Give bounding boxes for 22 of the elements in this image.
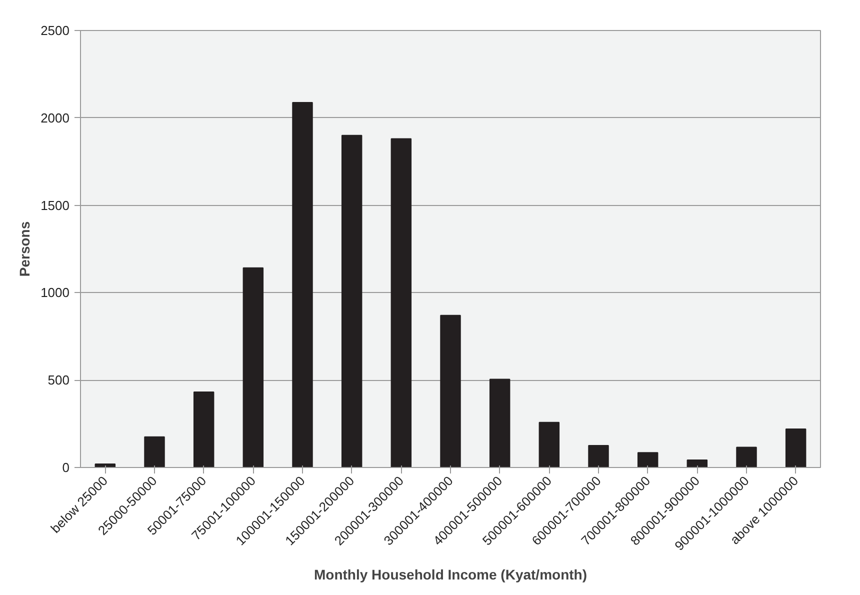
y-tick-label: 1500	[40, 198, 70, 213]
bar	[538, 422, 560, 468]
bar	[785, 428, 806, 468]
bar	[588, 444, 609, 468]
y-axis-title: Persons	[16, 221, 33, 277]
y-tick-label: 2500	[40, 23, 70, 38]
bar	[390, 138, 412, 468]
y-tick-label: 2000	[40, 110, 70, 126]
bar	[736, 446, 757, 468]
y-tick-label: 500	[48, 372, 70, 388]
x-axis-title: Monthly Household Income (Kyat/month)	[314, 566, 588, 583]
bar	[193, 391, 214, 468]
bar	[144, 436, 165, 468]
bar	[341, 134, 362, 468]
bar	[292, 102, 313, 468]
y-tick-label: 1000	[40, 285, 70, 300]
y-tick-label: 0	[62, 460, 70, 475]
bar	[686, 459, 708, 468]
bar	[440, 314, 461, 468]
bar	[637, 452, 658, 468]
bar	[242, 267, 264, 468]
bar	[489, 378, 510, 468]
